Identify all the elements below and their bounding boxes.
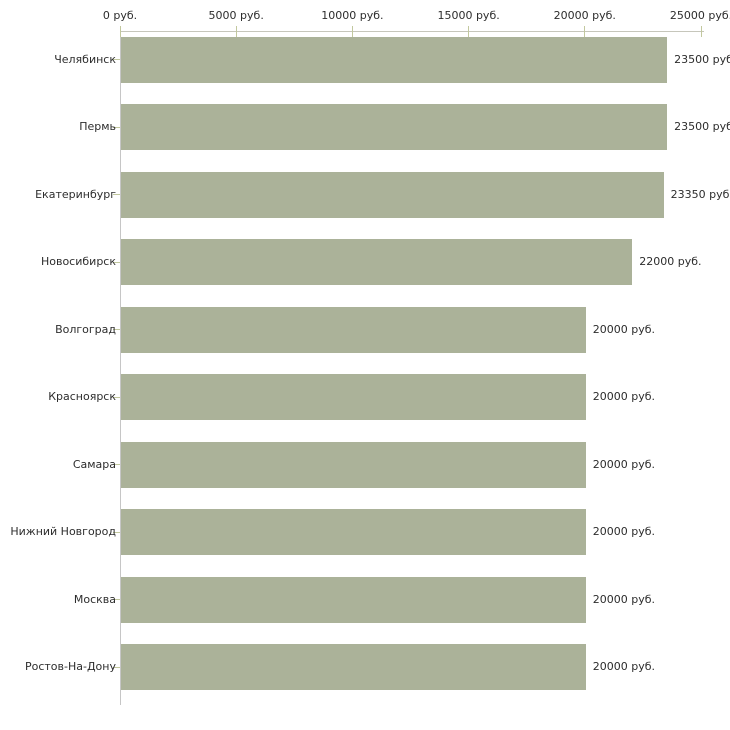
x-axis-tick-label: 0 руб. — [102, 9, 138, 22]
x-axis-tick — [351, 26, 353, 37]
x-axis-tick-label: 10000 руб. — [321, 9, 384, 22]
category-label: Новосибирск — [40, 255, 116, 269]
value-label: 23500 руб. — [674, 120, 730, 134]
y-axis-line — [120, 31, 121, 705]
y-axis-tick — [113, 59, 120, 60]
category-label: Москва — [73, 592, 116, 606]
value-label: 20000 руб. — [592, 660, 656, 674]
category-label: Самара — [72, 457, 116, 471]
y-axis-tick — [113, 329, 120, 331]
bar — [121, 239, 633, 286]
category-label: Волгоград — [55, 322, 116, 336]
x-axis-tick — [700, 26, 702, 37]
category-label: Челябинск — [54, 52, 116, 66]
x-axis-tick — [235, 26, 237, 37]
category-label: Ростов-На-Дону — [24, 660, 116, 674]
value-label: 20000 руб. — [592, 592, 656, 606]
x-axis-tick-label: 20000 руб. — [553, 9, 616, 22]
value-label: 22000 руб. — [639, 255, 702, 269]
value-label: 20000 руб. — [592, 322, 656, 336]
y-axis-tick — [113, 194, 120, 196]
bar — [121, 36, 668, 83]
bar — [121, 441, 586, 488]
category-label: Нижний Новгород — [10, 525, 116, 539]
x-axis-tick-label: 15000 руб. — [437, 9, 500, 22]
x-axis-tick-label: 25000 руб. — [669, 9, 730, 22]
x-axis-tick-label: 5000 руб. — [208, 9, 264, 22]
y-axis-tick — [113, 599, 120, 601]
bar — [121, 104, 668, 151]
value-label: 20000 руб. — [592, 525, 656, 539]
bar — [121, 644, 586, 691]
value-label: 23350 руб. — [670, 187, 730, 201]
value-label: 20000 руб. — [592, 457, 656, 471]
y-axis-tick — [113, 464, 120, 466]
y-axis-tick — [113, 396, 120, 398]
category-label: Красноярск — [48, 390, 116, 404]
bar — [121, 576, 586, 623]
y-axis-tick — [113, 531, 120, 533]
bar — [121, 306, 586, 353]
category-label: Екатеринбург — [35, 187, 116, 201]
y-axis-tick — [113, 666, 120, 668]
value-label: 20000 руб. — [592, 390, 656, 404]
bar — [121, 171, 664, 218]
bar — [121, 509, 586, 556]
y-axis-tick — [113, 126, 120, 128]
y-axis-tick — [113, 261, 120, 263]
bar — [121, 374, 586, 421]
x-axis-tick — [119, 26, 121, 37]
x-axis-tick — [468, 26, 470, 37]
category-label: Пермь — [79, 120, 116, 134]
value-label: 23500 руб. — [674, 52, 730, 66]
x-axis-tick — [584, 26, 586, 37]
x-axis-line — [120, 31, 704, 32]
